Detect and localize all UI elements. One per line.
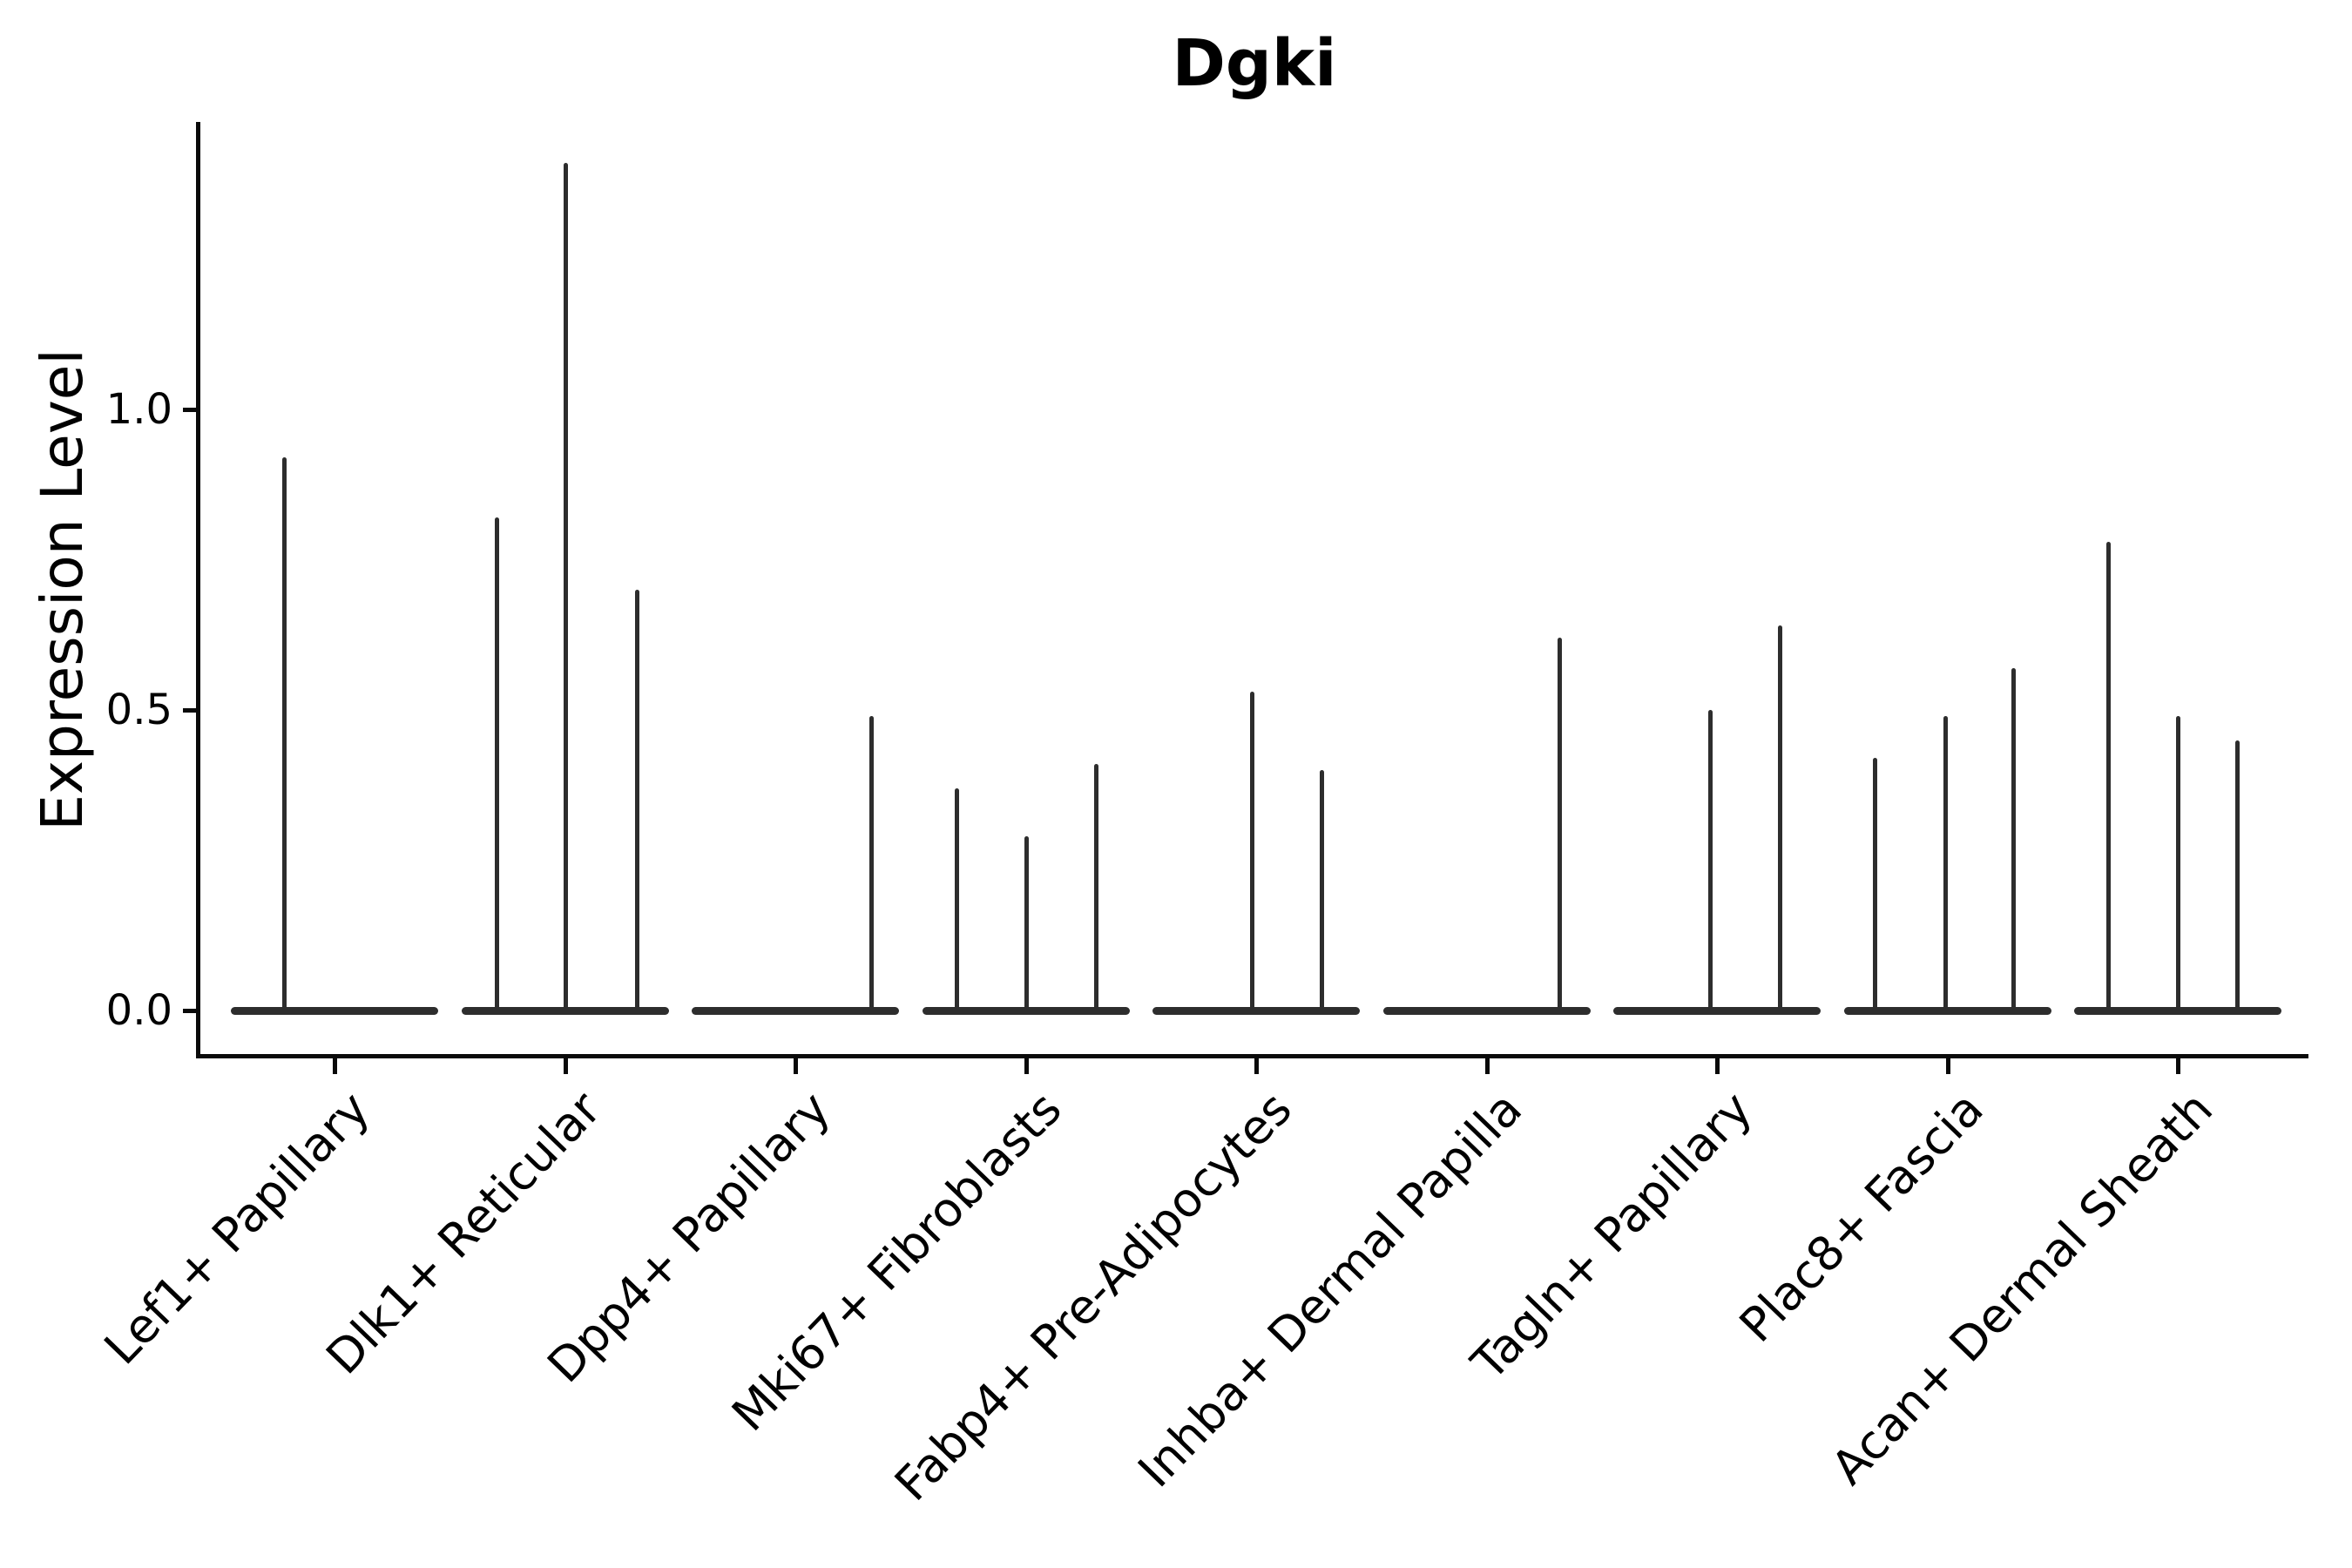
violin-baseline (1613, 1006, 1821, 1015)
violin-spike (1249, 692, 1254, 1014)
y-tick-label: 1.0 (105, 385, 172, 434)
violin-spike (2234, 740, 2240, 1014)
violin-baseline (1152, 1006, 1360, 1015)
x-tick-mark (1484, 1058, 1490, 1074)
violin-spike (2105, 541, 2111, 1014)
violin-spike (2175, 715, 2180, 1014)
violin-spike (1024, 835, 1029, 1014)
violin-baseline (1844, 1006, 2051, 1015)
x-tick-mark (1024, 1058, 1029, 1074)
y-tick-mark (183, 1008, 198, 1013)
x-tick-mark (1714, 1058, 1720, 1074)
violin-spike (281, 457, 287, 1014)
violin-spike (563, 163, 568, 1014)
violin-spike (634, 590, 639, 1014)
violin-spike (1777, 625, 1782, 1014)
violin-spike (1319, 770, 1324, 1014)
y-tick-label: 0.5 (105, 686, 172, 734)
violin-baseline (692, 1006, 899, 1015)
y-tick-mark (183, 707, 198, 713)
x-tick-mark (1945, 1058, 1950, 1074)
y-tick-mark (183, 407, 198, 412)
violin-spike (494, 517, 499, 1014)
violin-baseline (1383, 1006, 1591, 1015)
violin-spike (1872, 758, 1877, 1014)
violin-spike (2011, 667, 2016, 1014)
violin-spike (1557, 638, 1562, 1014)
y-tick-label: 0.0 (105, 986, 172, 1035)
x-tick-mark (2175, 1058, 2180, 1074)
x-tick-mark (1254, 1058, 1259, 1074)
violin-spike (1707, 710, 1713, 1014)
chart-title: Dgki (1172, 26, 1337, 101)
x-tick-label: Fabp4+ Pre-Adipocytes (883, 1081, 1302, 1511)
violin-spike (868, 715, 874, 1014)
x-tick-mark (793, 1058, 798, 1074)
x-tick-label: Plac8+ Fascia (1728, 1081, 1994, 1353)
x-tick-mark (332, 1058, 337, 1074)
violin-baseline (231, 1006, 438, 1015)
y-axis-spine (196, 122, 200, 1058)
x-tick-mark (563, 1058, 568, 1074)
x-tick-label: Inhba+ Dermal Papilla (1127, 1081, 1533, 1498)
x-tick-label: Acan+ Dermal Sheath (1821, 1081, 2224, 1496)
violin-spike (1093, 764, 1098, 1014)
violin-spike (954, 787, 959, 1014)
violin-spike (1943, 715, 1948, 1014)
x-axis-spine (196, 1054, 2308, 1058)
